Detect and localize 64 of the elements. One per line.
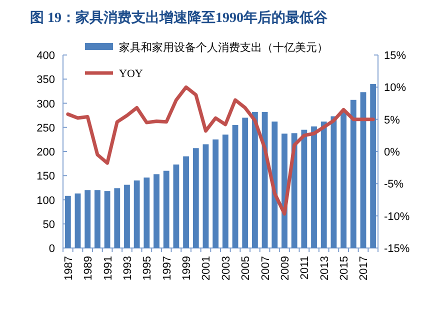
bar [173,164,180,248]
bar [350,100,356,248]
legend-label: 家具和家用设备个人消费支出（十亿美元） [119,41,328,54]
y-tick-label: 100 [36,194,55,207]
bar [202,144,209,248]
x-tick-label: 1993 [122,256,134,280]
y-tick-label: 200 [36,146,55,158]
bar [74,193,81,248]
title: 图 19：家具消费支出增速降至1990年后的最低谷 [30,11,328,26]
bar [232,124,238,248]
x-tick-label: 2015 [338,256,351,280]
y-tick-label: 0 [48,243,55,255]
bar [212,139,219,248]
x-tick-label: 1987 [62,256,75,280]
bar [163,170,170,248]
x-tick-label: 1991 [102,256,114,280]
x-tick-label: 1999 [181,256,194,280]
y-tick-label: 350 [36,74,55,86]
bar [272,122,278,248]
bar [104,191,110,248]
y-tick-label: 250 [36,122,55,134]
bar [311,126,317,248]
x-tick-label: 2017 [358,256,370,280]
bar [320,122,327,248]
bar [360,92,366,248]
y-tick-label: 300 [36,98,55,110]
legend-label: YOY [119,68,143,80]
bar [222,134,228,248]
bar [94,190,100,248]
bar [144,178,150,248]
y2-tick-label: 10% [384,82,406,94]
bar [84,190,91,248]
x-tick-label: 2009 [279,256,292,280]
bar [114,188,120,248]
y2-tick-label: -10% [384,210,410,223]
bar [183,156,189,248]
x-tick-label: 2001 [200,256,213,280]
bar [370,84,376,248]
x-tick-label: 1989 [82,256,95,280]
bar [64,196,71,248]
bar [242,118,248,248]
bar [252,112,258,248]
y2-tick-label: -15% [384,243,410,255]
y-tick-label: 50 [42,218,55,231]
x-tick-label: 2013 [318,256,331,280]
x-tick-label: 2005 [240,256,252,280]
bar [124,184,130,248]
y2-tick-label: 0% [384,146,400,158]
bar [154,174,160,248]
bar [301,130,308,248]
y2-tick-label: 5% [384,114,400,126]
x-tick-label: 1997 [161,256,174,280]
y-tick-label: 150 [36,170,55,183]
x-tick-label: 2007 [260,256,272,280]
bar [134,180,140,248]
x-tick-label: 1995 [142,256,154,280]
bar [192,148,199,248]
x-tick-label: 2011 [299,256,312,280]
y2-tick-label: -5% [384,178,404,191]
bar [330,116,337,248]
x-tick-label: 2003 [220,256,232,280]
y2-tick-label: 15% [384,50,406,62]
bar [262,112,268,248]
y-tick-label: 400 [36,50,55,62]
